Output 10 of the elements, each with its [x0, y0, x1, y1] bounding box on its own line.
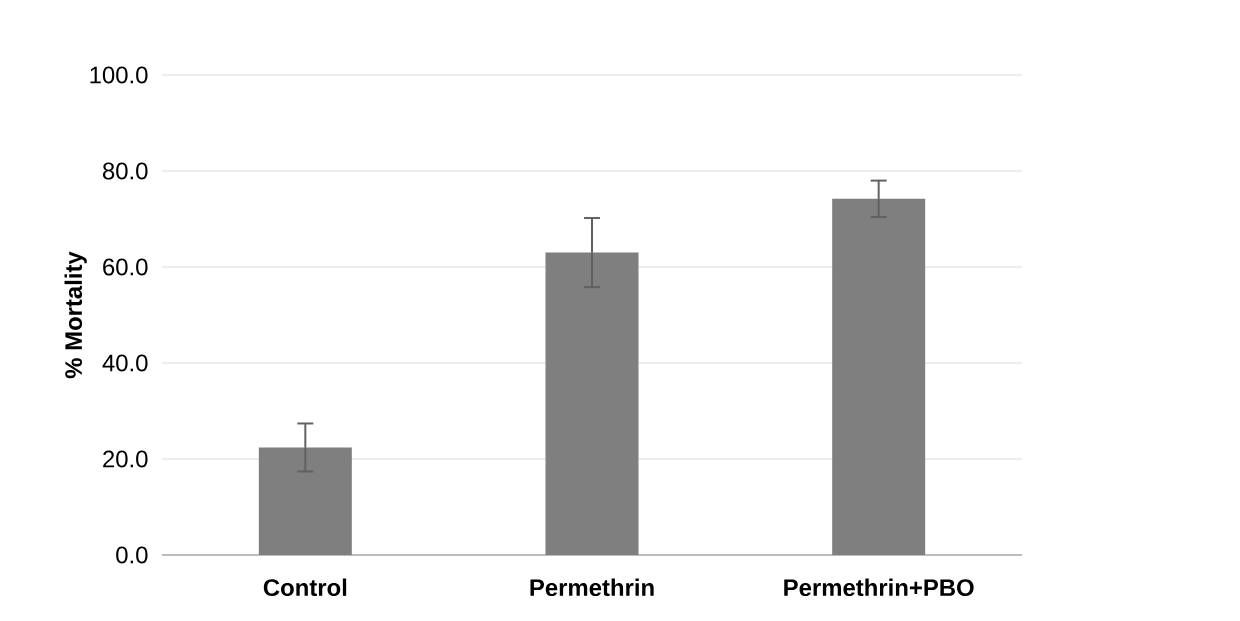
x-tick-label: Control: [263, 578, 347, 597]
y-tick-label: 100.0: [90, 66, 148, 84]
y-tick-label: 0.0: [116, 546, 148, 564]
x-tick-label: Permethrin+PBO: [784, 578, 974, 597]
y-tick-label: 80.0: [102, 162, 148, 180]
y-tick-label: 60.0: [103, 258, 148, 276]
y-tick-label: 20.0: [103, 450, 148, 468]
y-tick-label: 40.0: [102, 354, 148, 372]
y-axis-title: % Mortality: [64, 251, 87, 379]
x-tick-label: Permethrin: [530, 578, 654, 597]
